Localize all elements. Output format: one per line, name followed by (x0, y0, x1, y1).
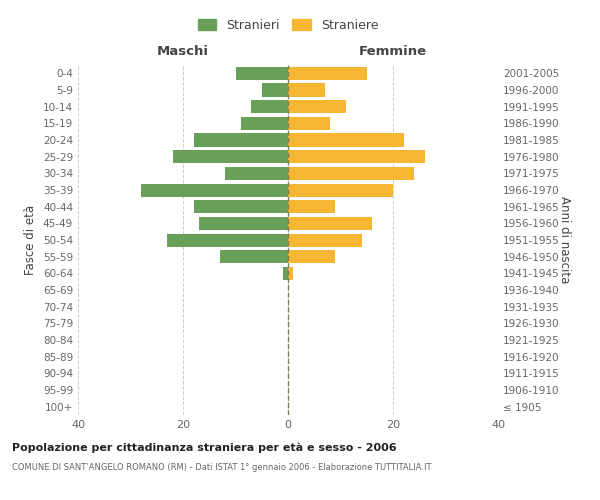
Bar (251, 100, 288, 113)
Bar (288, 217, 372, 230)
Bar (288, 150, 425, 163)
Bar (288, 100, 346, 113)
Y-axis label: Fasce di età: Fasce di età (25, 205, 37, 275)
Bar (167, 234, 288, 246)
Text: Maschi: Maschi (157, 45, 209, 58)
Bar (193, 200, 288, 213)
Text: Femmine: Femmine (359, 45, 427, 58)
Bar (288, 117, 330, 130)
Y-axis label: Anni di nascita: Anni di nascita (558, 196, 571, 284)
Text: Popolazione per cittadinanza straniera per età e sesso - 2006: Popolazione per cittadinanza straniera p… (12, 442, 397, 453)
Bar (288, 184, 393, 196)
Text: COMUNE DI SANT’ANGELO ROMANO (RM) - Dati ISTAT 1° gennaio 2006 - Elaborazione TU: COMUNE DI SANT’ANGELO ROMANO (RM) - Dati… (12, 462, 431, 471)
Legend: Stranieri, Straniere: Stranieri, Straniere (197, 19, 379, 32)
Bar (173, 150, 288, 163)
Bar (288, 234, 361, 246)
Bar (193, 134, 288, 146)
Bar (288, 250, 335, 263)
Bar (235, 67, 288, 80)
Bar (288, 84, 325, 96)
Bar (288, 67, 367, 80)
Bar (288, 134, 404, 146)
Bar (199, 217, 288, 230)
Bar (288, 267, 293, 280)
Bar (288, 200, 335, 213)
Bar (288, 167, 414, 180)
Bar (225, 167, 288, 180)
Bar (241, 117, 288, 130)
Bar (283, 267, 288, 280)
Bar (262, 84, 288, 96)
Bar (220, 250, 288, 263)
Bar (141, 184, 288, 196)
